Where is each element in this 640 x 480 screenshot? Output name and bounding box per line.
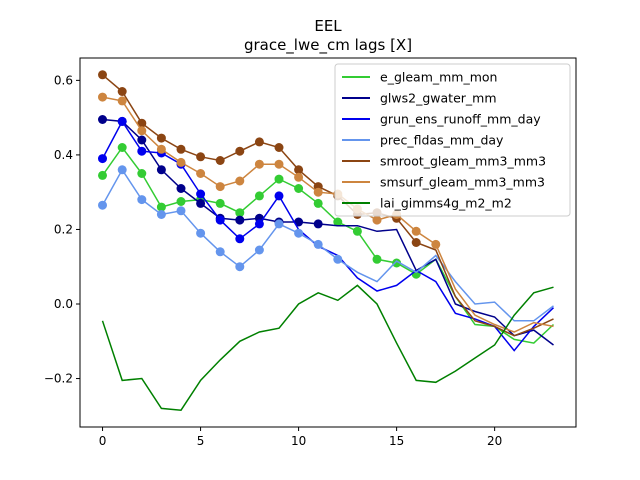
series-2-point	[98, 154, 107, 164]
series-0-point	[117, 143, 127, 152]
series-5-point	[235, 176, 245, 186]
series-3-point	[176, 206, 186, 216]
series-4-point	[274, 143, 284, 152]
series-2-point	[117, 116, 127, 126]
series-3-point	[215, 247, 225, 257]
series-4-point	[196, 152, 206, 162]
series-0-point	[215, 198, 225, 208]
series-5-point	[274, 159, 284, 169]
y-tick-label: 0.0	[54, 297, 73, 311]
series-5-point	[98, 92, 107, 102]
y-tick-label: 0.2	[54, 222, 73, 236]
series-0-point	[137, 169, 147, 178]
legend-label: smroot_gleam_mm3_mm3	[380, 154, 546, 169]
series-4-point	[156, 133, 166, 143]
legend-label: lai_gimms4g_m2_m2	[380, 196, 512, 211]
series-0-point	[98, 170, 107, 180]
series-0-point	[352, 226, 362, 236]
series-2-point	[235, 234, 245, 244]
legend-label: smsurf_gleam_mm3_mm3	[380, 175, 545, 190]
series-4-point	[176, 144, 186, 154]
series-3-point	[235, 262, 245, 272]
series-2-point	[196, 189, 206, 199]
series-0-point	[235, 208, 245, 218]
series-2-point	[274, 191, 284, 201]
series-3-point	[254, 245, 264, 255]
legend-label: e_gleam_mm_mon	[380, 70, 497, 85]
series-5-point	[294, 172, 304, 182]
series-4-point	[411, 238, 421, 247]
series-5-point	[176, 157, 186, 167]
series-line-1	[102, 118, 554, 346]
series-5-point	[254, 159, 264, 169]
series-3-point	[333, 254, 343, 264]
legend-label: grun_ens_runoff_mm_day	[380, 112, 541, 127]
series-5-point	[431, 239, 441, 249]
series-5-point	[313, 187, 323, 197]
series-0-point	[392, 258, 402, 268]
series-3-point	[156, 210, 166, 219]
series-4-point	[117, 87, 127, 96]
legend-label: glws2_gwater_mm	[380, 91, 497, 106]
series-3-point	[274, 219, 284, 229]
series-line-6	[101, 284, 554, 411]
axes-frame	[79, 57, 577, 428]
x-tick-label: 0	[99, 434, 107, 448]
series-0-point	[274, 174, 284, 184]
series-4-point	[98, 70, 107, 80]
series-3-point	[117, 165, 127, 175]
series-3-point	[98, 200, 107, 210]
series-3-point	[294, 228, 304, 238]
series-1-point	[156, 165, 166, 175]
series-5-point	[156, 144, 166, 154]
series-0-point	[254, 191, 264, 201]
x-tick-label: 5	[197, 434, 205, 448]
series-2-point	[137, 146, 147, 156]
legend-label: prec_fldas_mm_day	[380, 133, 504, 148]
series-4-point	[294, 165, 304, 175]
x-axis: 0 5 10 15 20	[99, 427, 502, 448]
chart-subtitle: grace_lwe_cm lags [X]	[244, 36, 412, 55]
series-5-point	[372, 215, 382, 225]
y-axis: −0.2 0.0 0.2 0.4 0.6	[44, 73, 80, 386]
series-1-point	[313, 219, 323, 229]
series-3-point	[313, 239, 323, 249]
series-1-point	[176, 184, 186, 193]
series-3-point	[196, 228, 206, 238]
x-tick-label: 15	[389, 434, 404, 448]
series-1-point	[98, 115, 107, 124]
series-0-point	[333, 217, 343, 227]
series-0-point	[156, 202, 166, 212]
plot-area	[98, 70, 555, 411]
series-1-point	[196, 198, 206, 208]
y-tick-label: 0.4	[54, 148, 73, 162]
series-0-point	[176, 197, 186, 206]
series-4-point	[235, 146, 245, 156]
series-1-point	[137, 135, 147, 145]
series-5-point	[117, 96, 127, 106]
series-4-point	[137, 118, 147, 128]
series-5-point	[411, 226, 421, 236]
legend: e_gleam_mm_mon glws2_gwater_mm grun_ens_ru…	[334, 63, 571, 217]
y-tick-label: 0.6	[54, 73, 73, 87]
series-0-point	[294, 184, 304, 193]
series-1-point	[235, 215, 245, 225]
series-5-point	[215, 182, 225, 192]
y-tick-label: −0.2	[44, 372, 73, 386]
series-0-point	[372, 254, 382, 264]
x-tick-label: 10	[291, 434, 306, 448]
series-5-point	[137, 126, 147, 136]
series-2-point	[215, 215, 225, 225]
series-4-point	[215, 156, 225, 165]
series-4-point	[254, 137, 264, 147]
series-0-point	[313, 198, 323, 208]
chart-title: EEL	[314, 17, 342, 35]
legend-box	[334, 63, 571, 217]
series-5-point	[196, 169, 206, 178]
series-2-point	[254, 219, 264, 229]
x-tick-label: 20	[487, 434, 502, 448]
series-3-point	[137, 195, 147, 205]
